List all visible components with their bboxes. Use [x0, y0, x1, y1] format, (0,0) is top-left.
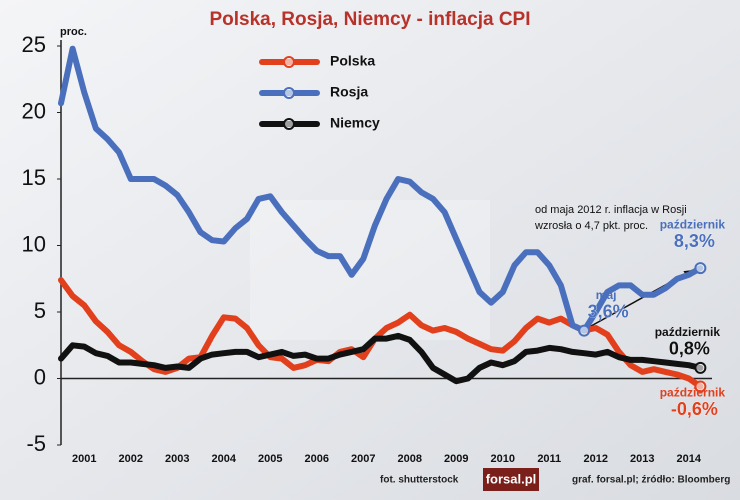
point-marker — [694, 361, 707, 374]
point-marker — [694, 380, 707, 393]
value-label: 3,6% — [588, 301, 629, 321]
value-note: maj — [596, 288, 617, 302]
series-line — [58, 332, 704, 385]
annotation-line: wzrosła o 4,7 pkt. proc. — [534, 220, 648, 232]
x-tick-label: 2006 — [305, 453, 329, 465]
y-tick-label: -5 — [26, 431, 46, 456]
series-line — [58, 277, 704, 390]
legend-marker — [283, 118, 295, 130]
chart-title: Polska, Rosja, Niemcy - inflacja CPI — [209, 9, 530, 30]
annotation-line: od maja 2012 r. inflacja w Rosji — [535, 204, 687, 216]
x-tick-label: 2005 — [258, 453, 282, 465]
x-tick-label: 2012 — [584, 453, 608, 465]
x-tick-label: 2004 — [212, 453, 237, 465]
x-tick-label: 2010 — [491, 453, 515, 465]
y-tick-label: 0 — [34, 364, 46, 389]
x-tick-label: 2009 — [444, 453, 468, 465]
value-note: październik — [655, 325, 721, 339]
point-marker — [694, 262, 707, 275]
value-label: 8,3% — [674, 231, 715, 251]
x-tick-label: 2011 — [537, 453, 561, 465]
plot-area: -5 0 5 10 15 20 25 2001 2002 2003 2004 2005 2006 2007… — [22, 32, 726, 465]
source: graf. forsal.pl; źródło: Bloomberg — [572, 475, 730, 486]
x-tick-label: 2003 — [165, 453, 189, 465]
legend-label: Rosja — [330, 84, 368, 100]
value-label: 0,8% — [669, 339, 710, 359]
y-tick-label: 15 — [22, 165, 46, 190]
legend-marker — [283, 87, 295, 99]
value-note: październik — [660, 217, 726, 231]
series-line — [58, 45, 704, 334]
x-tick-label: 2007 — [351, 453, 375, 465]
logo: forsal.pl — [486, 471, 537, 486]
point-marker — [578, 324, 591, 337]
x-tick-label: 2002 — [119, 453, 143, 465]
value-note: październik — [660, 386, 726, 400]
y-tick-label: 20 — [22, 98, 46, 123]
legend-label: Polska — [330, 53, 375, 69]
value-label: -0,6% — [671, 399, 718, 419]
logo-box — [483, 468, 539, 491]
y-tick-label: 10 — [22, 231, 46, 256]
x-tick-label: 2014 — [677, 453, 702, 465]
y-tick-label: 5 — [34, 298, 46, 323]
x-tick-label: 2001 — [72, 453, 96, 465]
x-tick-label: 2013 — [630, 453, 654, 465]
y-unit: proc. — [60, 26, 87, 38]
x-tick-label: 2008 — [398, 453, 422, 465]
legend-marker — [283, 56, 295, 68]
legend-label: Niemcy — [330, 115, 380, 131]
y-tick-label: 25 — [22, 32, 46, 57]
credit: fot. shutterstock — [380, 475, 459, 486]
